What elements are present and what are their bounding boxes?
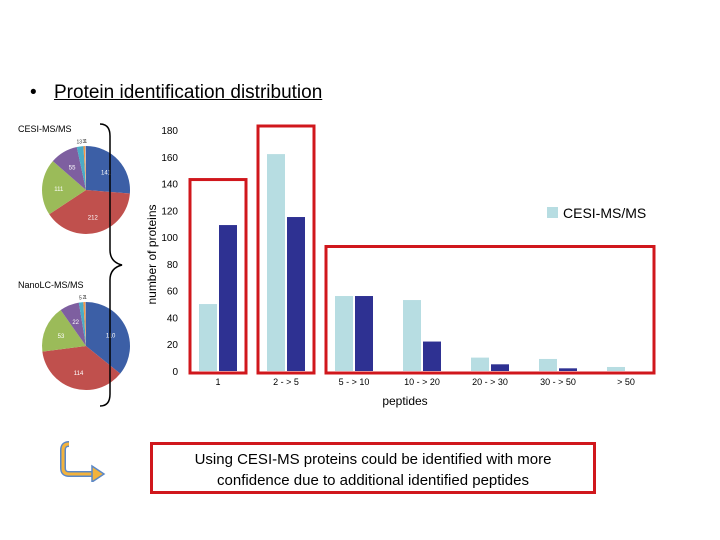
y-axis-label: number of proteins bbox=[145, 204, 159, 304]
conclusion-line-1: Using CESI-MS proteins could be identifi… bbox=[194, 451, 552, 468]
pie-label-nanolc: NanoLC-MS/MS bbox=[18, 280, 84, 290]
slide-heading: • Protein identification distribution bbox=[30, 82, 322, 104]
pie-slice bbox=[42, 161, 86, 215]
pie-slice-label: 111 bbox=[54, 187, 64, 193]
pie-slice bbox=[86, 146, 130, 194]
x-tick-label: 2 - > 5 bbox=[273, 377, 299, 387]
bar-cesi bbox=[403, 300, 421, 371]
y-tick-label: 80 bbox=[167, 260, 179, 271]
y-tick-label: 100 bbox=[161, 233, 178, 244]
bar-cesi bbox=[539, 358, 557, 371]
x-tick-label: 10 - > 20 bbox=[404, 377, 440, 387]
bar-nanolc bbox=[355, 296, 373, 371]
pie-slice bbox=[60, 302, 86, 346]
pie-slice-label: 1 bbox=[84, 295, 87, 301]
y-tick-label: 140 bbox=[161, 180, 178, 191]
pie-slice bbox=[52, 146, 86, 190]
highlight-box bbox=[188, 178, 248, 375]
pie-slice bbox=[84, 146, 86, 190]
bullet: • bbox=[30, 82, 37, 103]
x-tick-label: 30 - > 50 bbox=[540, 377, 576, 387]
bar-cesi bbox=[199, 304, 217, 371]
x-tick-label: > 50 bbox=[617, 377, 635, 387]
pie-slice-label: 5 bbox=[79, 295, 82, 301]
conclusion-line-2: confidence due to additional identified … bbox=[217, 472, 529, 489]
pie-slice-label: 114 bbox=[74, 371, 84, 377]
bar-cesi bbox=[471, 357, 489, 371]
y-tick-label: 160 bbox=[161, 153, 178, 164]
legend-label: CESI-MS/MS bbox=[563, 205, 646, 221]
bar-nanolc bbox=[423, 341, 441, 371]
pie-slice-label: 141 bbox=[101, 170, 112, 176]
y-tick-label: 0 bbox=[172, 367, 178, 378]
pie-slice-label: 2 bbox=[83, 295, 86, 301]
pie-slice-label: 212 bbox=[88, 215, 99, 221]
x-tick-label: 5 - > 10 bbox=[339, 377, 370, 387]
pie-slice-label: 110 bbox=[106, 333, 116, 339]
pie-slice bbox=[78, 302, 86, 346]
y-tick-label: 180 bbox=[161, 126, 178, 137]
bar-nanolc bbox=[219, 225, 237, 371]
x-tick-label: 20 - > 30 bbox=[472, 377, 508, 387]
bar-nanolc bbox=[491, 364, 509, 371]
pie-slice bbox=[76, 146, 86, 190]
bar-nanolc bbox=[559, 368, 577, 371]
pie-slice bbox=[42, 346, 121, 390]
y-tick-label: 120 bbox=[161, 206, 178, 217]
y-tick-label: 60 bbox=[167, 287, 179, 298]
highlight-box bbox=[256, 124, 316, 375]
pie-slice bbox=[85, 146, 86, 190]
pie-slice bbox=[42, 310, 86, 352]
heading-text: Protein identification distribution bbox=[54, 82, 323, 103]
y-tick-label: 20 bbox=[167, 340, 179, 351]
pie-slice-label: 1 bbox=[84, 139, 87, 145]
bar-cesi bbox=[607, 366, 625, 371]
legend-swatch bbox=[547, 207, 558, 218]
cycle-arrow-icon bbox=[60, 441, 106, 482]
pie-slice bbox=[86, 302, 130, 374]
pie-slice-label: 53 bbox=[58, 334, 65, 340]
bar-cesi bbox=[335, 296, 353, 371]
x-axis-label: peptides bbox=[382, 394, 427, 408]
pie-slice-label: 22 bbox=[72, 320, 79, 326]
brace-icon bbox=[99, 123, 123, 407]
highlight-box bbox=[324, 245, 656, 375]
y-tick-label: 40 bbox=[167, 313, 179, 324]
pie-slice bbox=[83, 146, 86, 190]
x-tick-label: 1 bbox=[215, 377, 220, 387]
bar-cesi bbox=[267, 154, 285, 371]
conclusion-box: Using CESI-MS proteins could be identifi… bbox=[150, 442, 596, 494]
pie-slice bbox=[85, 302, 86, 346]
pie-slice-label: 13 bbox=[77, 139, 83, 145]
pie-chart-nanolc: 110 114 53 22 5 21 bbox=[42, 295, 130, 390]
pie-slice bbox=[83, 302, 86, 346]
pie-slice-label: 3 bbox=[83, 139, 86, 145]
bar-nanolc bbox=[287, 217, 305, 371]
pie-label-cesi: CESI-MS/MS bbox=[18, 124, 72, 134]
pie-slice-label: 55 bbox=[69, 165, 76, 171]
